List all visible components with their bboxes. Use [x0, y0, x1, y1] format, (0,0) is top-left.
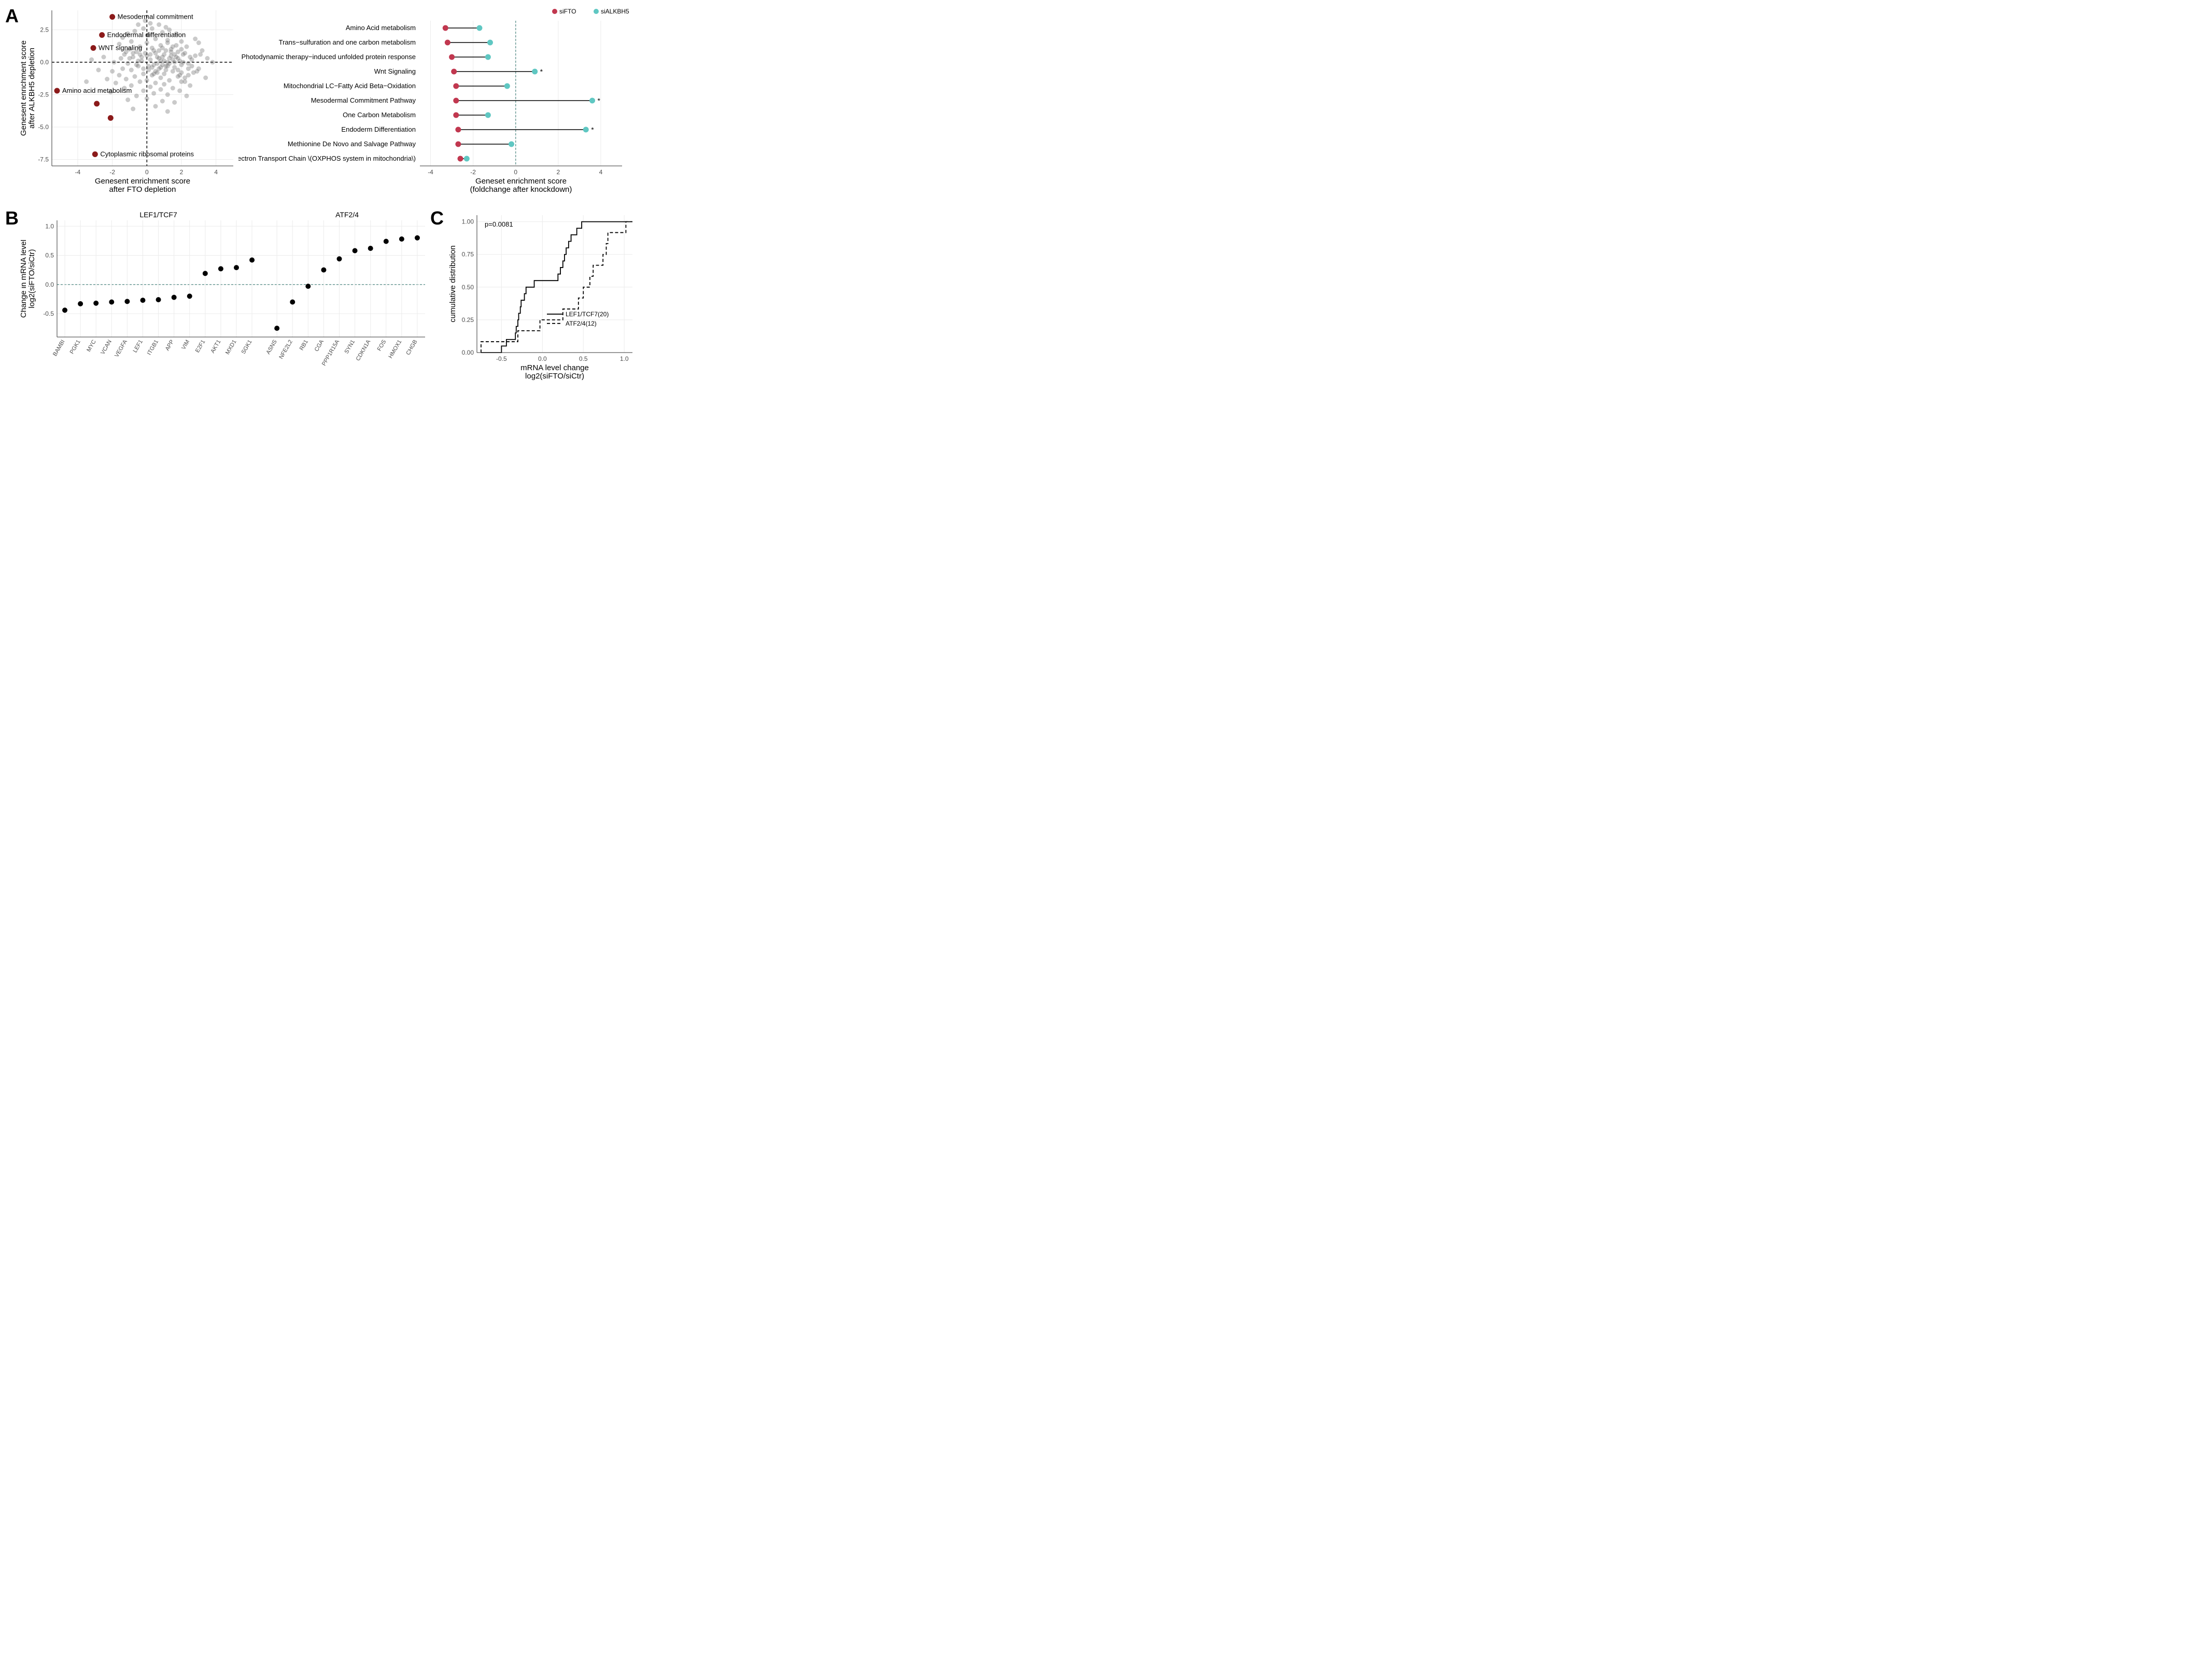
- svg-text:Mesodermal commitment: Mesodermal commitment: [118, 13, 193, 21]
- svg-text:Mitochondrial LC−Fatty Acid Be: Mitochondrial LC−Fatty Acid Beta−Oxidati…: [284, 82, 416, 90]
- svg-text:-2: -2: [109, 169, 115, 176]
- svg-text:Electron Transport Chain \(OXP: Electron Transport Chain \(OXPHOS system…: [238, 155, 416, 162]
- svg-text:(foldchange after knockdown): (foldchange after knockdown): [470, 185, 572, 194]
- svg-text:Genesent enrichment scoreafter: Genesent enrichment scoreafter ALKBH5 de…: [21, 40, 36, 136]
- svg-text:NFE2L2: NFE2L2: [278, 339, 294, 360]
- svg-text:0.00: 0.00: [462, 349, 474, 356]
- svg-text:MXD1: MXD1: [224, 339, 238, 356]
- svg-text:-2.5: -2.5: [38, 91, 49, 99]
- svg-text:*: *: [591, 125, 594, 134]
- svg-text:-0.5: -0.5: [43, 310, 54, 317]
- svg-text:Endodermal differentiation: Endodermal differentiation: [107, 31, 186, 39]
- svg-text:ATF2/4: ATF2/4: [335, 211, 359, 219]
- svg-text:-5.0: -5.0: [38, 123, 49, 131]
- svg-text:-2: -2: [470, 169, 476, 176]
- svg-text:Amino acid metabolism: Amino acid metabolism: [62, 87, 132, 94]
- svg-text:HMOX1: HMOX1: [388, 339, 403, 360]
- svg-text:log2(siFTO/siCtr): log2(siFTO/siCtr): [525, 372, 584, 381]
- svg-text:0.0: 0.0: [45, 281, 54, 288]
- svg-text:RB1: RB1: [299, 339, 309, 352]
- svg-text:0.75: 0.75: [462, 251, 474, 258]
- svg-text:ITGB1: ITGB1: [146, 339, 160, 357]
- svg-text:siFTO: siFTO: [559, 8, 576, 15]
- svg-text:1.0: 1.0: [620, 355, 629, 362]
- svg-text:LEF1/TCF7: LEF1/TCF7: [139, 211, 177, 219]
- svg-text:VIM: VIM: [180, 339, 191, 351]
- svg-text:1.0: 1.0: [45, 222, 54, 230]
- svg-text:WNT signaling: WNT signaling: [98, 44, 142, 52]
- svg-text:CHGB: CHGB: [405, 339, 418, 357]
- panel-c-ecdf: p=0.0081 LEF1/TCF7(20) ATF2/4(12) -0.5 0.0 0.…: [446, 207, 638, 384]
- panel-c-label-wrap: C: [430, 207, 446, 384]
- svg-text:*: *: [540, 67, 543, 76]
- row-bc: B LEF1/TCF7 BAMBIPGK1 MYCVCANVEGFALEF1ITGB…: [5, 207, 638, 384]
- panel-a-label: A: [5, 5, 19, 26]
- svg-text:siALKBH5: siALKBH5: [601, 8, 629, 15]
- svg-text:APP: APP: [164, 339, 175, 352]
- panel-b-dots: LEF1/TCF7 BAMBIPGK1 MYCVCANVEGFALEF1ITGB1 A…: [21, 207, 430, 384]
- svg-text:0.0: 0.0: [538, 355, 547, 362]
- svg-text:SGK1: SGK1: [241, 339, 253, 355]
- svg-text:4: 4: [599, 169, 603, 176]
- svg-text:-0.5: -0.5: [496, 355, 507, 362]
- svg-text:4: 4: [214, 169, 218, 176]
- svg-text:0.0: 0.0: [40, 59, 49, 66]
- svg-text:PGK1: PGK1: [69, 339, 82, 355]
- panel-c-label: C: [430, 207, 444, 229]
- svg-text:*: *: [598, 96, 601, 105]
- svg-text:Photodynamic therapy−induced u: Photodynamic therapy−induced unfolded pr…: [242, 53, 416, 61]
- panel-a-label-wrap: A: [5, 5, 21, 197]
- svg-text:0.5: 0.5: [579, 355, 588, 362]
- svg-text:-4: -4: [428, 169, 433, 176]
- svg-text:-4: -4: [75, 169, 81, 176]
- svg-text:Amino Acid metabolism: Amino Acid metabolism: [346, 24, 416, 32]
- svg-text:MYC: MYC: [86, 339, 97, 353]
- svg-text:BAMBI: BAMBI: [52, 339, 66, 358]
- svg-text:1.00: 1.00: [462, 218, 474, 226]
- svg-text:cumulative distribution: cumulative distribution: [448, 245, 457, 322]
- svg-text:2.5: 2.5: [40, 26, 49, 34]
- svg-text:LEF1: LEF1: [132, 339, 145, 354]
- svg-text:0.5: 0.5: [45, 252, 54, 259]
- svg-text:FOS: FOS: [376, 339, 388, 353]
- svg-text:Cytoplasmic ribosomal proteins: Cytoplasmic ribosomal proteins: [100, 150, 194, 158]
- svg-text:Trans−sulfuration and one carb: Trans−sulfuration and one carbon metabol…: [279, 38, 416, 46]
- svg-text:VCAN: VCAN: [100, 339, 113, 356]
- svg-text:after FTO depletion: after FTO depletion: [109, 185, 176, 194]
- row-a: A Mesodermal commitment Endodermal differ…: [5, 5, 638, 197]
- panel-b-label: B: [5, 207, 19, 229]
- panel-a-scatter: Mesodermal commitment Endodermal differen…: [21, 5, 238, 197]
- svg-text:One Carbon Metabolism: One Carbon Metabolism: [343, 111, 416, 119]
- svg-text:mRNA level change: mRNA level change: [520, 363, 589, 372]
- svg-text:0: 0: [514, 169, 517, 176]
- panel-b-label-wrap: B: [5, 207, 21, 384]
- svg-text:0: 0: [145, 169, 149, 176]
- svg-text:0.50: 0.50: [462, 284, 474, 291]
- svg-text:Mesodermal Commitment Pathway: Mesodermal Commitment Pathway: [311, 96, 416, 104]
- svg-text:Geneset enrichment score: Geneset enrichment score: [475, 177, 567, 186]
- svg-text:AKT1: AKT1: [209, 339, 222, 355]
- svg-text:Change in mRNA levellog2(siFTO: Change in mRNA levellog2(siFTO/siCtr): [21, 240, 36, 318]
- svg-text:VEGFA: VEGFA: [114, 339, 129, 358]
- figure-root: A Mesodermal commitment Endodermal differ…: [0, 0, 643, 389]
- svg-text:2: 2: [180, 169, 184, 176]
- svg-text:Endoderm Differentiation: Endoderm Differentiation: [341, 125, 416, 133]
- svg-text:ATF2/4(12): ATF2/4(12): [566, 320, 597, 327]
- svg-text:-7.5: -7.5: [38, 156, 49, 163]
- svg-text:CGA: CGA: [314, 339, 326, 353]
- svg-text:Methionine De Novo and Salvage: Methionine De Novo and Salvage Pathway: [288, 140, 416, 148]
- svg-text:0.25: 0.25: [462, 316, 474, 324]
- svg-text:CDKN1A: CDKN1A: [355, 339, 372, 362]
- panel-a-dumbbell: siFTO siALKBH5 Amino Acid metabolism Trans−…: [238, 5, 638, 197]
- svg-text:SYN1: SYN1: [343, 339, 356, 355]
- svg-text:p=0.0081: p=0.0081: [485, 220, 513, 228]
- svg-text:E2F1: E2F1: [194, 339, 207, 354]
- svg-text:ASNS: ASNS: [265, 339, 278, 356]
- svg-text:2: 2: [556, 169, 560, 176]
- svg-text:Wnt Signaling: Wnt Signaling: [374, 67, 416, 75]
- svg-text:Genesent enrichment score: Genesent enrichment score: [95, 177, 190, 186]
- svg-text:LEF1/TCF7(20): LEF1/TCF7(20): [566, 311, 609, 318]
